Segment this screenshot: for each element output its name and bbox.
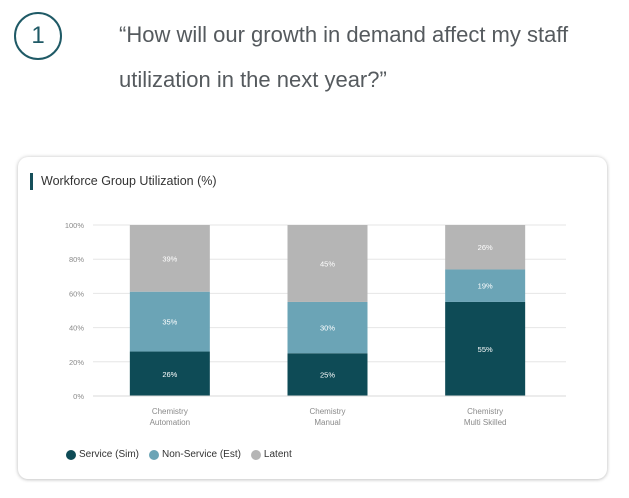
bar-segment [129, 291, 210, 352]
bar-segment [129, 225, 210, 292]
data-label: 26% [162, 370, 177, 379]
bar-segment [287, 301, 368, 354]
y-tick-label: 0% [73, 392, 84, 401]
chart-legend: Service (Sim) Non-Service (Est) Latent [66, 449, 302, 460]
legend-swatch [66, 449, 76, 460]
legend-swatch [149, 449, 160, 460]
utilization-chart: 0% 20% 40% 60% 80% 100% 26% 35% 39% Chemistry Auto… [65, 221, 566, 427]
data-label: 19% [478, 282, 493, 291]
data-label: 39% [162, 254, 177, 263]
data-label: 55% [478, 345, 493, 354]
chart-card: Workforce Group Utilization (%) 0% 20% 40%… [18, 157, 607, 479]
y-tick-label: 80% [69, 255, 84, 264]
data-label: 35% [162, 318, 177, 327]
y-tick-label: 60% [69, 289, 84, 298]
data-label: 26% [478, 243, 493, 252]
legend-item: Latent [250, 449, 292, 460]
x-tick-label: Manual [314, 418, 340, 427]
x-tick-label: Multi Skilled [464, 418, 507, 427]
legend-item: Service (Sim) [66, 449, 139, 460]
data-label: 45% [320, 259, 335, 268]
y-tick-label: 40% [69, 324, 84, 333]
legend-label: Latent [263, 449, 292, 460]
bar-segment [287, 353, 368, 396]
y-tick-label: 100% [65, 221, 85, 230]
step-number: 1 [31, 22, 45, 49]
legend-label: Service (Sim) [79, 449, 140, 460]
x-tick-label: Automation [150, 418, 190, 427]
bar-segment [445, 301, 526, 396]
x-tick-label: Chemistry [152, 407, 188, 416]
legend-label: Non-Service (Est) [162, 449, 241, 460]
data-label: 25% [320, 371, 335, 380]
y-tick-label: 20% [69, 358, 84, 367]
step-number-badge: 1 [14, 12, 62, 60]
x-tick-label: Chemistry [309, 407, 345, 416]
bar-segment [129, 351, 210, 396]
question-heading: “How will our growth in demand affect my… [119, 22, 569, 92]
bar-segment [287, 225, 368, 302]
x-tick-label: Chemistry [467, 407, 503, 416]
legend-item: Non-Service (Est) [149, 449, 241, 460]
chart-title: Workforce Group Utilization (%) [30, 173, 217, 190]
data-label: 30% [320, 324, 335, 333]
legend-swatch [250, 449, 261, 460]
bar-segment [445, 225, 526, 270]
bar-segment [445, 269, 526, 302]
